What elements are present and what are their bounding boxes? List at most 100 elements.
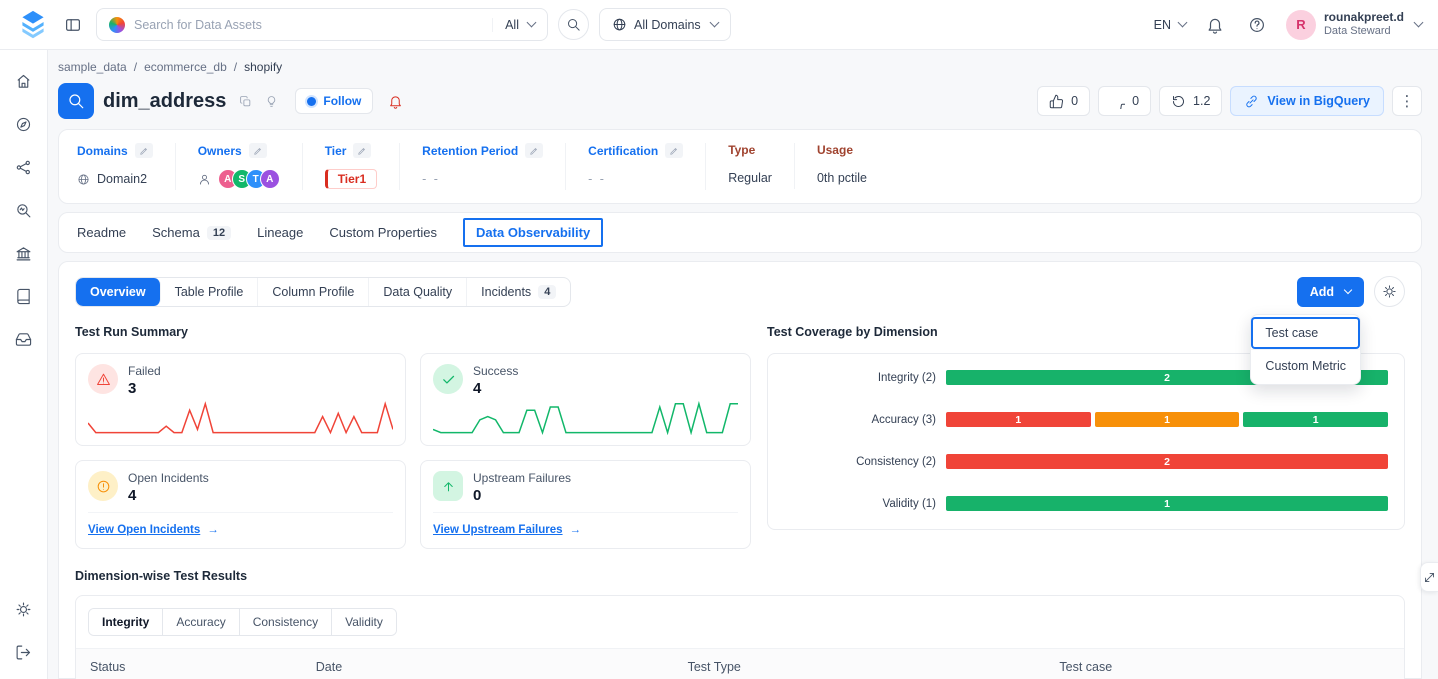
open-incidents-label: Open Incidents xyxy=(128,471,209,485)
tab-label: Schema xyxy=(152,225,200,240)
notifications-button[interactable] xyxy=(1202,12,1228,38)
coverage-bar-segment-success[interactable]: 1 xyxy=(946,496,1388,511)
sidebar-item-settings[interactable] xyxy=(7,592,41,626)
subtab-overview[interactable]: Overview xyxy=(76,277,161,306)
failed-sparkline-chart xyxy=(88,399,393,435)
breadcrumb-separator: / xyxy=(233,60,238,74)
sidebar-item-incident-manager[interactable] xyxy=(7,322,41,356)
observability-icon xyxy=(15,202,32,219)
sidebar-item-lineage[interactable] xyxy=(7,150,41,184)
section-title-test-coverage: Test Coverage by Dimension xyxy=(767,325,938,339)
downvote-button[interactable]: 0 xyxy=(1098,86,1152,116)
breadcrumb-item-database[interactable]: ecommerce_db xyxy=(144,60,227,74)
search-scope-dropdown[interactable]: All xyxy=(492,17,537,32)
owner-avatar: A xyxy=(259,169,280,189)
edit-tier-icon[interactable] xyxy=(353,143,372,158)
subtab-column-profile[interactable]: Column Profile xyxy=(258,277,370,306)
usage-value: 0th pctile xyxy=(816,171,867,185)
edit-certification-icon[interactable] xyxy=(665,143,684,158)
tab-data-observability[interactable]: Data Observability xyxy=(463,218,604,247)
dimension-results-card: Integrity Accuracy Consistency Validity … xyxy=(75,595,1405,679)
subtab-label: Incidents xyxy=(481,284,532,299)
coverage-category-label: Integrity (2) xyxy=(877,371,936,384)
tier-tag[interactable]: Tier1 xyxy=(324,169,378,189)
idea-icon[interactable] xyxy=(263,93,280,110)
compass-icon xyxy=(15,116,32,133)
dimension-tab-integrity[interactable]: Integrity xyxy=(89,609,164,635)
tab-schema[interactable]: Schema 12 xyxy=(152,225,232,240)
bell-icon xyxy=(1206,16,1224,34)
view-open-incidents-link[interactable]: View Open Incidents → xyxy=(88,524,219,536)
side-panel-toggle[interactable] xyxy=(1420,562,1438,592)
subtab-data-quality[interactable]: Data Quality xyxy=(369,277,468,306)
sidebar-item-home[interactable] xyxy=(7,64,41,98)
language-selector[interactable]: EN xyxy=(1154,18,1188,32)
coverage-bar-segment-failed[interactable]: 2 xyxy=(946,454,1388,469)
sidebar-item-govern[interactable] xyxy=(7,236,41,270)
tab-label: Lineage xyxy=(257,225,304,240)
dimension-tab-consistency[interactable]: Consistency xyxy=(239,609,333,635)
subtab-table-profile[interactable]: Table Profile xyxy=(161,277,259,306)
user-menu[interactable]: R rounakpreet.d Data Steward xyxy=(1285,9,1424,40)
help-button[interactable] xyxy=(1244,12,1270,38)
tab-custom-properties[interactable]: Custom Properties xyxy=(329,225,437,240)
breadcrumb-item-schema[interactable]: shopify xyxy=(244,60,283,74)
edit-domains-icon[interactable] xyxy=(134,143,153,158)
dimension-tab-accuracy[interactable]: Accuracy xyxy=(163,609,240,635)
coverage-bar-segment-failed[interactable]: 1 xyxy=(946,412,1091,427)
tab-lineage[interactable]: Lineage xyxy=(257,225,303,240)
copy-icon[interactable] xyxy=(237,93,254,110)
owner-avatar-group[interactable]: A S T A xyxy=(217,169,280,189)
type-value: Regular xyxy=(728,171,772,185)
tab-readme[interactable]: Readme xyxy=(77,225,126,240)
subtab-incidents[interactable]: Incidents 4 xyxy=(467,278,570,306)
view-in-bigquery-button[interactable]: View in BigQuery xyxy=(1230,86,1384,116)
check-icon xyxy=(433,364,463,394)
follow-button[interactable]: Follow xyxy=(295,88,374,114)
table-entity-icon xyxy=(58,83,94,119)
menu-item-test-case[interactable]: Test case xyxy=(1251,317,1360,349)
breadcrumb-item-database-service[interactable]: sample_data xyxy=(58,60,127,74)
edit-retention-icon[interactable] xyxy=(525,143,544,158)
domain-selector[interactable]: All Domains xyxy=(599,8,731,41)
arrow-right-icon: → xyxy=(569,524,582,536)
app-logo[interactable] xyxy=(16,6,50,44)
link-label: View Open Incidents xyxy=(88,524,201,536)
globe-icon xyxy=(612,17,627,32)
add-button[interactable]: Add xyxy=(1296,276,1364,307)
domain-value[interactable]: Domain2 xyxy=(97,172,148,186)
edit-owners-icon[interactable] xyxy=(248,143,267,158)
menu-item-custom-metric[interactable]: Custom Metric xyxy=(1251,349,1360,382)
upstream-icon xyxy=(433,471,463,501)
upvote-button[interactable]: 0 xyxy=(1037,86,1091,116)
person-icon xyxy=(198,173,211,186)
page-title: dim_address xyxy=(103,89,227,112)
search-button[interactable] xyxy=(558,9,589,40)
dimension-tab-validity[interactable]: Validity xyxy=(332,609,396,635)
entity-actions: 0 0 1.2 View in BigQuery ⋮ xyxy=(1037,86,1422,116)
settings-icon-button[interactable] xyxy=(1374,276,1405,307)
sidebar-item-glossary[interactable] xyxy=(7,279,41,313)
sidebar-item-observability[interactable] xyxy=(7,193,41,227)
observability-toolbar: Overview Table Profile Column Profile Da… xyxy=(75,276,1405,385)
announcement-icon[interactable] xyxy=(386,92,405,111)
sidebar-item-explore[interactable] xyxy=(7,107,41,141)
sidebar-item-logout[interactable] xyxy=(7,635,41,669)
version-button[interactable]: 1.2 xyxy=(1159,86,1223,116)
coverage-bar-segment-aborted[interactable]: 1 xyxy=(1094,412,1240,427)
sidebar-toggle-button[interactable] xyxy=(60,12,86,38)
open-incidents-card: Open Incidents 4 View Open Incidents → xyxy=(75,460,406,549)
test-results-table: Status Date Test Type Test case ✓Success… xyxy=(76,648,1404,679)
meta-field-certification: Certification - - xyxy=(566,143,707,190)
entity-header: dim_address Follow 0 0 1.2 View in BigQu… xyxy=(58,83,1422,119)
view-upstream-failures-link[interactable]: View Upstream Failures → xyxy=(433,524,581,536)
search-icon xyxy=(566,17,581,32)
meta-field-tier: Tier Tier1 xyxy=(303,143,401,190)
global-search[interactable]: All xyxy=(96,8,548,41)
more-options-button[interactable]: ⋮ xyxy=(1392,86,1422,116)
question-icon xyxy=(1248,16,1266,34)
assistant-icon[interactable] xyxy=(109,16,125,33)
coverage-bar-segment-success[interactable]: 1 xyxy=(1243,412,1389,427)
search-input[interactable] xyxy=(134,17,484,32)
